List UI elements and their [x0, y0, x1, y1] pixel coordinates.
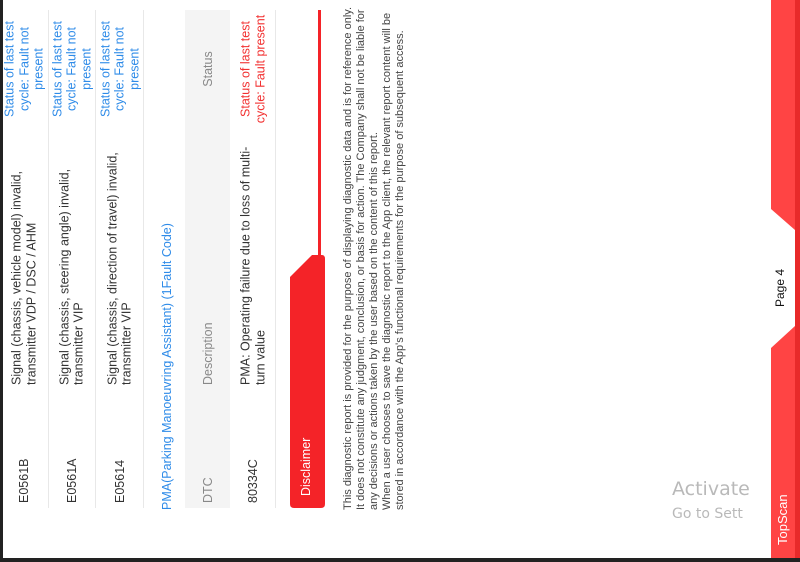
brand-label: TopScan: [775, 494, 790, 545]
disclaimer-text: This diagnostic report is provided for t…: [342, 5, 407, 510]
dtc-code: 80334C: [245, 459, 260, 503]
dtc-description: Signal (chassis, vehicle model) invalid,…: [9, 171, 39, 385]
screen-edge: [0, 558, 800, 562]
page-number: Page 4: [773, 268, 787, 307]
dtc-description: PMA: Operating failure due to loss of mu…: [238, 146, 268, 385]
header-status: Status: [200, 51, 215, 87]
table-row: E0561B Signal (chassis, vehicle model) i…: [0, 10, 49, 508]
table-row: E0561A Signal (chassis, steering angle) …: [48, 10, 96, 508]
activation-watermark: Activate: [672, 478, 750, 500]
disclaimer-paragraph: This diagnostic report is provided for t…: [342, 6, 380, 510]
dtc-description: Signal (chassis, direction of travel) in…: [105, 152, 134, 385]
disclaimer-title: Disclaimer: [299, 437, 313, 496]
table-header: DTC Description Status: [185, 10, 230, 508]
header-dtc: DTC: [200, 477, 215, 503]
dtc-status: Status of last test cycle: Fault not pre…: [97, 21, 141, 117]
header-description: Description: [200, 322, 215, 385]
section-title: PMA(Parking Manoeuvring Assistant) (1Fau…: [160, 223, 174, 510]
dtc-status: Status of last test cycle: Fault not pre…: [2, 21, 46, 117]
disclaimer-paragraph: When a user chooses to save the diagnost…: [381, 12, 406, 510]
footer-band: [771, 0, 800, 562]
activation-watermark-sub: Go to Sett: [672, 506, 743, 522]
dtc-status: Status of last test cycle: Fault present: [238, 14, 268, 124]
dtc-description: Signal (chassis, steering angle) invalid…: [57, 168, 86, 385]
dtc-status: Status of last test cycle: Fault not pre…: [49, 21, 93, 117]
dtc-code: E0561B: [16, 458, 31, 503]
dtc-code: E05614: [112, 459, 127, 503]
dtc-code: E0561A: [64, 458, 79, 503]
disclaimer-tab-shape: [290, 10, 325, 508]
table-row: E05614 Signal (chassis, direction of tra…: [96, 10, 144, 508]
table-row: 80334C PMA: Operating failure due to los…: [231, 10, 276, 508]
